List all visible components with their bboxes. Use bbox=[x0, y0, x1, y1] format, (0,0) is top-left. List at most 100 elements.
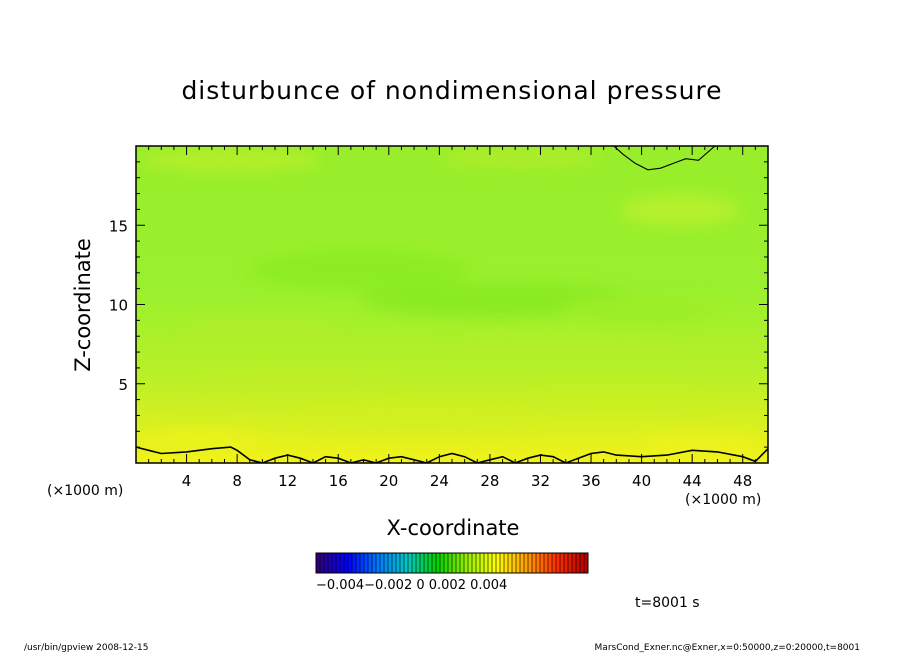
colorbar-swatch bbox=[316, 553, 321, 573]
colorbar bbox=[315, 552, 589, 574]
colorbar-swatch bbox=[568, 553, 573, 573]
x-tick-label: 24 bbox=[430, 472, 449, 490]
footer-program-date: /usr/bin/gpview 2008-12-15 bbox=[24, 643, 149, 653]
colorbar-swatch bbox=[468, 553, 473, 573]
axis-ticks bbox=[136, 146, 768, 463]
contour-line bbox=[136, 446, 768, 463]
x-tick-label: 36 bbox=[581, 472, 600, 490]
colorbar-swatch bbox=[392, 553, 397, 573]
colorbar-swatch bbox=[412, 553, 417, 573]
x-tick-label: 16 bbox=[329, 472, 348, 490]
colorbar-swatch bbox=[408, 553, 413, 573]
x-tick-label: 44 bbox=[683, 472, 702, 490]
colorbar-swatch bbox=[552, 553, 557, 573]
x-tick-label: 32 bbox=[531, 472, 550, 490]
colorbar-swatch bbox=[540, 553, 545, 573]
colorbar-swatch bbox=[532, 553, 537, 573]
y-tick-label: 15 bbox=[109, 217, 128, 235]
colorbar-swatch bbox=[576, 553, 581, 573]
colorbar-swatch bbox=[560, 553, 565, 573]
y-tick-label: 5 bbox=[118, 376, 128, 394]
colorbar-swatch bbox=[328, 553, 333, 573]
colorbar-swatch bbox=[416, 553, 421, 573]
colorbar-swatch bbox=[324, 553, 329, 573]
colorbar-swatch bbox=[340, 553, 345, 573]
colorbar-swatch bbox=[388, 553, 393, 573]
colorbar-swatch bbox=[364, 553, 369, 573]
colorbar-swatch bbox=[504, 553, 509, 573]
colorbar-swatch bbox=[348, 553, 353, 573]
x-tick-label: 20 bbox=[379, 472, 398, 490]
colorbar-swatch bbox=[440, 553, 445, 573]
y-tick-label: 10 bbox=[109, 297, 128, 315]
colorbar-swatch bbox=[544, 553, 549, 573]
colorbar-swatch bbox=[488, 553, 493, 573]
colorbar-swatch bbox=[376, 553, 381, 573]
x-tick-label: 28 bbox=[480, 472, 499, 490]
colorbar-swatch bbox=[436, 553, 441, 573]
colorbar-swatch bbox=[472, 553, 477, 573]
colorbar-swatch bbox=[524, 553, 529, 573]
x-unit-label-right: (×1000 m) bbox=[685, 492, 762, 508]
colorbar-swatch bbox=[368, 553, 373, 573]
colorbar-swatch bbox=[536, 553, 541, 573]
colorbar-swatch bbox=[456, 553, 461, 573]
x-tick-label: 4 bbox=[182, 472, 192, 490]
colorbar-swatch bbox=[476, 553, 481, 573]
x-unit-label-left: (×1000 m) bbox=[47, 483, 124, 499]
colorbar-swatch bbox=[424, 553, 429, 573]
colorbar-swatch bbox=[464, 553, 469, 573]
colorbar-swatch bbox=[380, 553, 385, 573]
colorbar-swatch bbox=[344, 553, 349, 573]
colorbar-swatch bbox=[548, 553, 553, 573]
contour-line bbox=[613, 146, 716, 171]
colorbar-swatch bbox=[484, 553, 489, 573]
colorbar-swatch bbox=[432, 553, 437, 573]
colorbar-swatch bbox=[444, 553, 449, 573]
colorbar-swatch bbox=[580, 553, 585, 573]
y-axis-label: Z-coordinate bbox=[71, 238, 95, 372]
colorbar-swatch bbox=[528, 553, 533, 573]
colorbar-swatch bbox=[584, 553, 589, 573]
colorbar-swatch bbox=[404, 553, 409, 573]
x-tick-label: 48 bbox=[733, 472, 752, 490]
colorbar-swatch bbox=[396, 553, 401, 573]
colorbar-swatch bbox=[492, 553, 497, 573]
contour-lines bbox=[136, 146, 768, 463]
colorbar-swatch bbox=[332, 553, 337, 573]
colorbar-swatch bbox=[420, 553, 425, 573]
colorbar-swatch bbox=[516, 553, 521, 573]
colorbar-swatch bbox=[452, 553, 457, 573]
x-tick-label: 40 bbox=[632, 472, 651, 490]
colorbar-swatch bbox=[520, 553, 525, 573]
colorbar-swatch bbox=[400, 553, 405, 573]
colorbar-swatch bbox=[360, 553, 365, 573]
colorbar-swatch bbox=[564, 553, 569, 573]
heatmap-field bbox=[136, 146, 768, 463]
colorbar-swatch bbox=[508, 553, 513, 573]
colorbar-swatch bbox=[336, 553, 341, 573]
colorbar-swatch bbox=[500, 553, 505, 573]
colorbar-swatch bbox=[356, 553, 361, 573]
footer-data-source: MarsCond_Exner.nc@Exner,x=0:50000,z=0:20… bbox=[594, 643, 860, 653]
colorbar-frame bbox=[315, 552, 589, 574]
colorbar-swatch bbox=[572, 553, 577, 573]
colorbar-swatch bbox=[320, 553, 325, 573]
colorbar-swatch bbox=[384, 553, 389, 573]
colorbar-swatch bbox=[428, 553, 433, 573]
colorbar-swatch bbox=[448, 553, 453, 573]
time-label: t=8001 s bbox=[635, 595, 700, 611]
colorbar-swatch bbox=[372, 553, 377, 573]
colorbar-swatch bbox=[480, 553, 485, 573]
x-tick-label: 12 bbox=[278, 472, 297, 490]
colorbar-swatch bbox=[460, 553, 465, 573]
colorbar-swatch bbox=[496, 553, 501, 573]
x-tick-label: 8 bbox=[232, 472, 242, 490]
colorbar-swatch bbox=[556, 553, 561, 573]
colorbar-tick-labels: −0.004−0.002 0 0.002 0.004 bbox=[316, 578, 508, 593]
x-axis-label: X-coordinate bbox=[386, 516, 520, 540]
colorbar-swatch bbox=[512, 553, 517, 573]
colorbar-swatch bbox=[352, 553, 357, 573]
